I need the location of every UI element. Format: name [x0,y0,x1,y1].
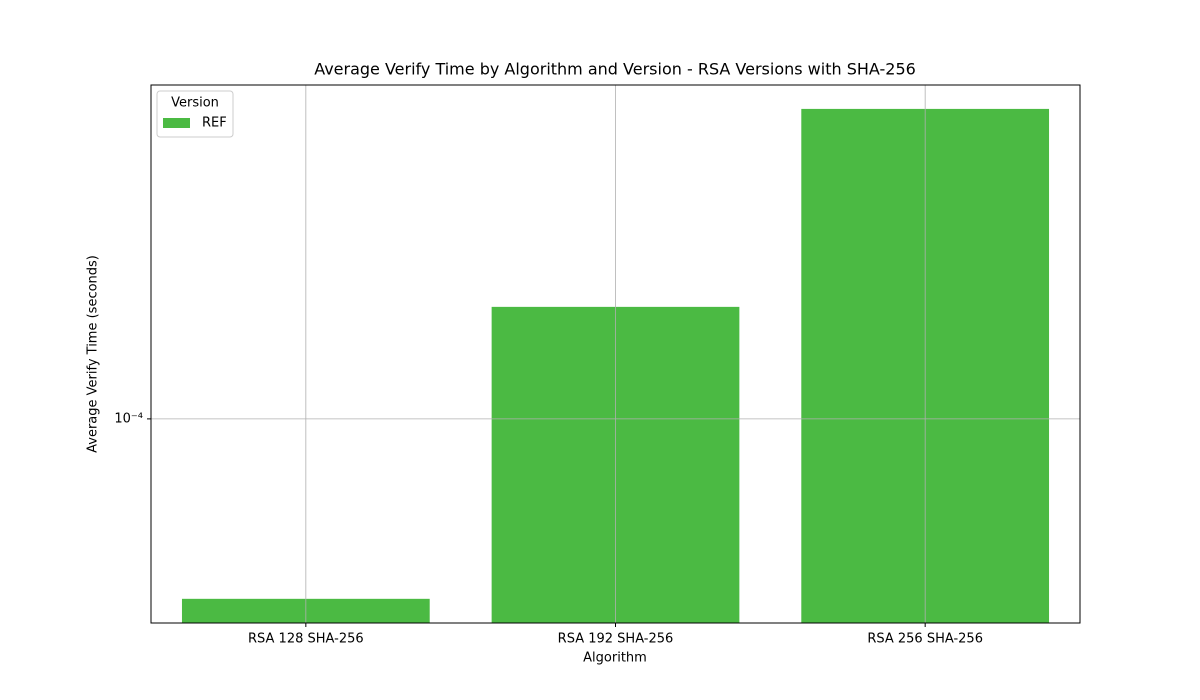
x-tick-label: RSA 192 SHA-256 [558,632,674,647]
x-tick-label: RSA 128 SHA-256 [248,632,364,647]
legend-label: REF [202,116,227,131]
grid [151,85,1080,623]
legend-swatch [163,118,190,128]
x-tick-label: RSA 256 SHA-256 [867,632,983,647]
plot-frame [150,84,1081,624]
y-axis-label: Average Verify Time (seconds) [86,255,101,453]
x-axis-label: Algorithm [583,651,647,666]
legend-title: Version [171,96,219,111]
chart-title: Average Verify Time by Algorithm and Ver… [314,60,916,79]
y-tick-label: 10⁻⁴ [114,411,143,426]
